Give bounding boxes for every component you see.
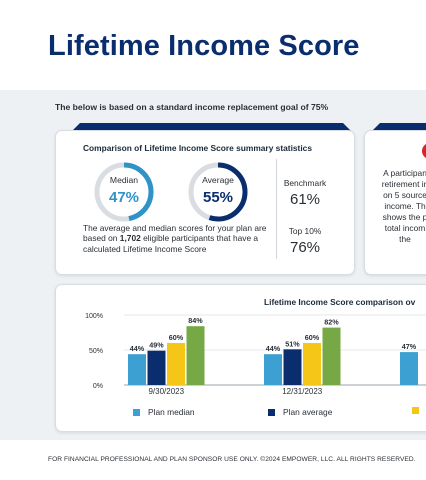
y-tick-label: 100% xyxy=(85,313,103,320)
participant-info-text: A participan retirement in on 5 source i… xyxy=(381,168,426,244)
bar xyxy=(186,326,205,385)
benchmark-label: Benchmark xyxy=(283,178,327,188)
bar xyxy=(147,350,166,385)
bar-data-label: 82% xyxy=(324,318,339,327)
bar xyxy=(264,354,282,385)
legend-series-3 xyxy=(412,407,426,414)
benchmark-value: 61% xyxy=(289,191,321,208)
top10-value: 76% xyxy=(289,239,321,256)
summary-card-heading: Comparison of Lifetime Income Score summ… xyxy=(83,143,312,153)
bar-data-label: 51% xyxy=(285,339,300,348)
right-card-tab-accent xyxy=(372,123,426,131)
participant-count-note: The average and median scores for your p… xyxy=(83,223,267,254)
median-ring-fill xyxy=(94,162,154,222)
page-title: Lifetime Income Score xyxy=(48,30,360,62)
bar xyxy=(128,354,146,385)
bar-data-label: 49% xyxy=(149,341,164,350)
legend-swatch xyxy=(133,408,140,416)
bar-data-label: 44% xyxy=(266,344,281,353)
bar xyxy=(400,352,418,385)
bar xyxy=(303,343,321,385)
bar xyxy=(322,327,341,385)
summary-statistics-card: Comparison of Lifetime Income Score summ… xyxy=(55,130,355,275)
score-comparison-card: Lifetime Income Score comparison ov 100%… xyxy=(55,284,426,432)
average-value: 55% xyxy=(202,189,234,206)
x-category-label: 9/30/2023 xyxy=(148,387,184,396)
bar-data-label: 60% xyxy=(305,333,320,342)
average-label: Average xyxy=(202,175,234,185)
content-panel: The below is based on a standard income … xyxy=(0,90,426,440)
comparison-card-heading: Lifetime Income Score comparison ov xyxy=(264,297,416,307)
median-label: Median xyxy=(109,175,139,185)
legend-plan-average: Plan average xyxy=(268,407,332,417)
footer-disclaimer: FOR FINANCIAL PROFESSIONAL AND PLAN SPON… xyxy=(48,456,416,463)
median-ring: Median 47% xyxy=(93,161,155,223)
alert-icon xyxy=(422,143,426,159)
card-divider xyxy=(276,159,277,259)
card-tab-accent xyxy=(72,123,351,131)
average-ring-fill xyxy=(188,162,248,222)
average-ring: Average 55% xyxy=(187,161,249,223)
bar-data-label: 44% xyxy=(130,344,145,353)
bar xyxy=(283,349,302,385)
goal-subtitle: The below is based on a standard income … xyxy=(55,102,329,112)
bar-data-label: 47% xyxy=(402,342,417,351)
legend-swatch xyxy=(412,407,419,414)
x-category-label: 12/31/2023 xyxy=(282,387,323,396)
score-comparison-chart: 100% 50% 0% 44% 49% 60% 84% 9/30/2023 44% 51% 60% 8… xyxy=(85,313,426,396)
bar-data-label: 60% xyxy=(169,333,184,342)
legend-swatch xyxy=(268,408,275,416)
bar-data-label: 84% xyxy=(188,316,203,325)
participant-info-card: A participan retirement in on 5 source i… xyxy=(364,130,426,275)
top10-label: Top 10% xyxy=(288,226,322,236)
participant-count: 1,702 xyxy=(119,233,141,244)
y-tick-label: 50% xyxy=(89,348,103,355)
bar xyxy=(167,343,185,385)
legend-plan-median: Plan median xyxy=(133,407,195,417)
y-tick-label: 0% xyxy=(93,383,103,390)
median-value: 47% xyxy=(108,189,140,206)
